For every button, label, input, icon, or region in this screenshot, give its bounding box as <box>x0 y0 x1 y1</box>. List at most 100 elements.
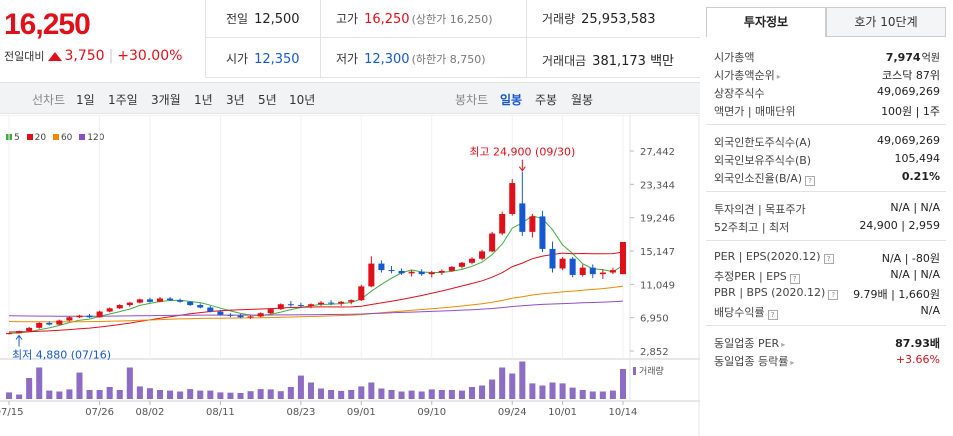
volume-bar <box>146 388 153 399</box>
volume-bar <box>106 387 113 399</box>
help-icon[interactable]: ? <box>767 310 778 320</box>
candle-chart-button[interactable]: 봉차트 <box>455 93 489 107</box>
volume-bar <box>46 390 53 399</box>
help-icon[interactable]: ? <box>828 290 839 300</box>
period-10y-button[interactable]: 10년 <box>289 93 316 107</box>
legend-ma120: 120 <box>87 133 105 143</box>
info-row: 추정PER | EPS? N/A | N/A <box>706 265 946 284</box>
weekly-candle-button[interactable]: 주봉 <box>535 93 558 107</box>
volume-bar <box>358 386 365 399</box>
candle-body <box>287 304 294 306</box>
info-row: 배당수익률? N/A <box>706 301 946 320</box>
candle-body <box>56 320 63 325</box>
volume-bar <box>207 390 214 399</box>
volume-bar <box>76 372 83 399</box>
period-1w-button[interactable]: 1주일 <box>108 93 138 107</box>
volume-bar <box>307 382 314 399</box>
candle-body <box>398 270 405 274</box>
open-price: 시가 12,350 <box>226 52 300 67</box>
volume-bar <box>156 390 164 399</box>
volume-bar <box>418 391 425 399</box>
panel-tabs: 투자정보 호가 10단계 <box>706 7 946 37</box>
price-summary: 전일 12,500 고가 16,250 (상한가 16,250) 거래량 25,953,… <box>206 0 700 78</box>
volume-bar <box>398 391 405 399</box>
candle-body <box>378 263 385 271</box>
candle-body <box>428 272 435 275</box>
trade-value: 거래대금 381,173 백만 <box>542 54 674 69</box>
legend-ma5: 5 <box>14 133 20 143</box>
ma120-line <box>8 300 624 317</box>
period-3m-button[interactable]: 3개월 <box>151 93 181 107</box>
legend-ma20: 20 <box>34 133 47 143</box>
tab-investment-info[interactable]: 투자정보 <box>706 7 826 37</box>
change-separator: | <box>108 48 114 64</box>
candle-body <box>116 305 123 309</box>
info-label: 외국인보유주식수(B) <box>714 154 812 167</box>
info-value: 100원 | 1주 <box>881 105 940 118</box>
candle-body <box>589 267 596 275</box>
chevron-right-icon[interactable]: ▸ <box>790 358 795 367</box>
candle-body <box>539 216 546 249</box>
ma20-line <box>8 251 624 333</box>
min-arrow-head <box>15 334 23 340</box>
chart-canvas[interactable]: 27,442 23,344 19,246 15,147 11,049 6,950 2,852… <box>0 115 700 436</box>
period-5y-button[interactable]: 5년 <box>258 93 277 107</box>
info-label: 투자의견 | 목표주가 <box>714 203 806 216</box>
info-value: 24,900 | 2,959 <box>859 219 940 232</box>
volume-bar <box>96 390 103 399</box>
candle-body <box>26 327 33 332</box>
info-row: 동일업종 PER ▸ 87.93배 <box>706 332 946 350</box>
info-label: 외국인한도주식수(A) <box>714 136 812 149</box>
info-value: N/A | -80원 <box>881 252 940 265</box>
info-row: 52주최고 | 최저 24,900 | 2,959 <box>706 216 946 234</box>
y-tick-label: 15,147 <box>640 247 675 258</box>
info-row: 외국인보유주식수(B) 105,494 <box>706 149 946 167</box>
volume-bar <box>167 390 174 399</box>
y-tick-label: 2,852 <box>640 347 669 358</box>
help-icon[interactable]: ? <box>823 254 834 264</box>
volume-bar <box>177 391 184 399</box>
volume-bar <box>348 390 355 399</box>
chevron-right-icon[interactable]: ▸ <box>781 340 786 349</box>
candle-body <box>509 183 516 214</box>
candle-body <box>579 267 586 275</box>
info-group: 외국인한도주식수(A) 49,069,269 외국인보유주식수(B) 105,494 외… <box>706 125 946 192</box>
max-arrow-head <box>518 166 526 172</box>
volume-bar <box>378 388 385 399</box>
candle-body <box>569 258 576 275</box>
info-group: PER | EPS(2020.12)? N/A | -80원 추정PER | EPS… <box>706 241 946 326</box>
daily-candle-button[interactable]: 일봉 <box>500 93 523 107</box>
volume-bar <box>549 382 556 399</box>
info-label: PER | EPS(2020.12)? <box>714 250 834 264</box>
volume-bar <box>408 390 415 399</box>
help-icon[interactable]: ? <box>789 274 800 284</box>
x-tick-label: 08/11 <box>206 407 235 418</box>
volume-bar <box>519 361 526 399</box>
x-tick-label: 09/24 <box>498 407 527 418</box>
help-icon[interactable]: ? <box>805 176 816 186</box>
chevron-right-icon[interactable]: ▸ <box>776 72 781 81</box>
candle-body <box>388 270 395 272</box>
candle-body <box>197 305 204 308</box>
info-label: 동일업종 등락률 ▸ <box>714 355 795 368</box>
info-value: N/A | N/A <box>890 201 940 214</box>
tab-order-book[interactable]: 호가 10단계 <box>826 7 946 37</box>
x-tick-label: 07/26 <box>85 407 114 418</box>
candle-body <box>468 258 476 263</box>
period-1d-button[interactable]: 1일 <box>76 93 95 107</box>
volume-bar <box>438 390 445 399</box>
candle-body <box>418 271 425 275</box>
monthly-candle-button[interactable]: 월봉 <box>571 93 594 107</box>
volume-bar <box>609 390 616 399</box>
chart-toolbar: 선차트 1일 1주일 3개월 1년 3년 5년 10년 봉차트 일봉 주봉 월봉 <box>0 82 700 114</box>
volume-bar <box>56 391 63 399</box>
period-3y-button[interactable]: 3년 <box>226 93 245 107</box>
change-amount: 3,750 <box>64 48 105 64</box>
volume-bar <box>237 393 244 399</box>
y-tick-label: 23,344 <box>640 180 675 191</box>
candle-body <box>559 258 566 269</box>
line-chart-button[interactable]: 선차트 <box>32 93 66 107</box>
volume-bar <box>16 394 23 399</box>
volume-bar <box>187 389 194 399</box>
period-1y-button[interactable]: 1년 <box>194 93 213 107</box>
